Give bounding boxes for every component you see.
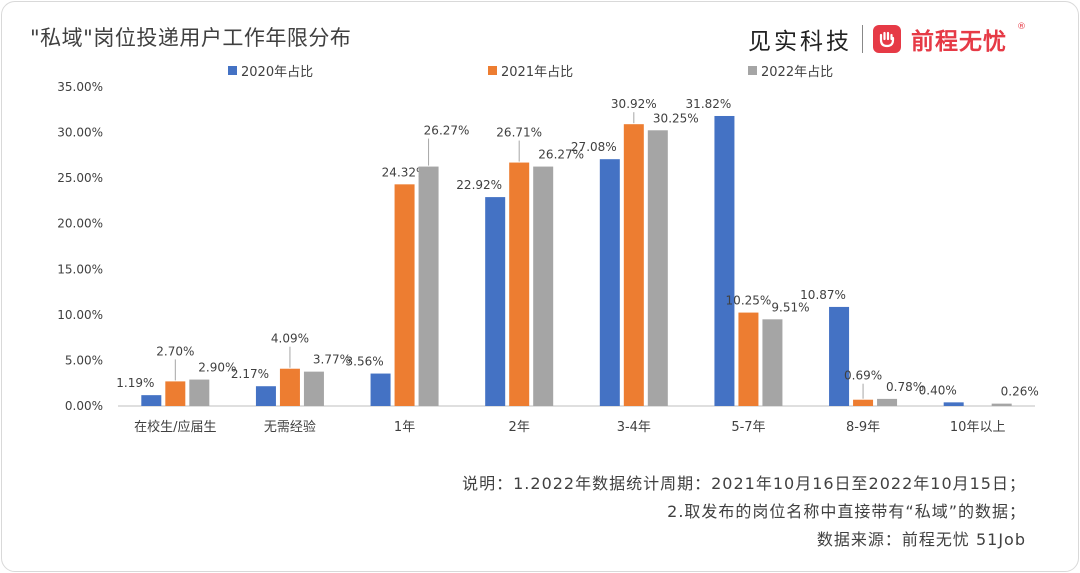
note-line-1: 说明：1.2022年数据统计周期：2021年10月16日至2022年10月15日… bbox=[462, 474, 1026, 493]
bar-2021-2 bbox=[394, 184, 415, 406]
data-label: 27.08% bbox=[571, 140, 617, 154]
bar-2021-4 bbox=[623, 124, 644, 407]
data-label: 2.90% bbox=[198, 361, 236, 375]
bar-2020-2 bbox=[370, 373, 391, 406]
chart-notes: 说明：1.2022年数据统计周期：2021年10月16日至2022年10月15日… bbox=[462, 470, 1026, 554]
data-label: 2.17% bbox=[231, 367, 269, 381]
data-label: 4.09% bbox=[271, 332, 309, 346]
data-label: 30.25% bbox=[653, 111, 699, 125]
y-tick-label: 15.00% bbox=[57, 262, 103, 276]
y-tick-label: 30.00% bbox=[57, 126, 103, 140]
bar-2020-7 bbox=[943, 402, 964, 406]
data-label: 24.32% bbox=[382, 165, 428, 179]
data-label: 26.27% bbox=[538, 148, 584, 162]
bar-2021-1 bbox=[279, 368, 300, 406]
x-tick-label: 10年以上 bbox=[950, 420, 1006, 435]
brand-jianshi: 见实科技 bbox=[748, 29, 852, 55]
data-label: 10.87% bbox=[800, 288, 846, 302]
bar-2021-6 bbox=[853, 399, 874, 406]
x-tick-label: 在校生/应届生 bbox=[134, 419, 216, 435]
y-tick-label: 0.00% bbox=[65, 399, 103, 413]
legend-label-2022: 2022年占比 bbox=[761, 65, 834, 80]
bar-2021-5 bbox=[738, 312, 759, 406]
x-tick-label: 3-4年 bbox=[617, 420, 651, 435]
x-tick-label: 2年 bbox=[509, 420, 530, 435]
bar-2022-7 bbox=[991, 403, 1012, 406]
y-tick-label: 20.00% bbox=[57, 217, 103, 231]
legend-label-2021: 2021年占比 bbox=[501, 65, 574, 80]
bar-2021-0 bbox=[165, 381, 186, 406]
y-tick-label: 5.00% bbox=[65, 353, 103, 367]
legend-item-2022: 2022年占比 bbox=[748, 61, 833, 80]
bar-2020-4 bbox=[599, 159, 620, 406]
bar-2020-5 bbox=[714, 115, 735, 406]
y-tick-label: 10.00% bbox=[57, 308, 103, 322]
bar-2020-3 bbox=[485, 197, 506, 406]
bar-2020-1 bbox=[255, 386, 276, 406]
y-tick-label: 25.00% bbox=[57, 171, 103, 185]
legend-item-2020: 2020年占比 bbox=[228, 61, 313, 80]
legend-swatch-2020 bbox=[228, 66, 237, 75]
data-label: 10.25% bbox=[726, 294, 772, 308]
legend-label-2020: 2020年占比 bbox=[241, 65, 314, 80]
bar-2022-5 bbox=[762, 319, 783, 406]
note-line-3: 数据来源：前程无忧 51Job bbox=[816, 530, 1026, 549]
x-tick-label: 5-7年 bbox=[731, 420, 765, 435]
x-tick-label: 1年 bbox=[394, 420, 415, 435]
note-line-2: 2.取发布的岗位名称中直接带有“私域”的数据； bbox=[667, 502, 1026, 521]
bar-2022-1 bbox=[303, 371, 324, 406]
bar-2020-6 bbox=[829, 306, 850, 406]
data-label: 30.92% bbox=[611, 97, 657, 111]
data-label: 26.71% bbox=[496, 126, 542, 140]
brand-logos: 见实科技 前程无忧 ® bbox=[748, 22, 1026, 56]
bar-2022-2 bbox=[418, 166, 439, 406]
data-label: 0.26% bbox=[1001, 385, 1039, 399]
brand-51job: 前程无忧 bbox=[911, 29, 1007, 55]
bar-2021-3 bbox=[509, 162, 530, 406]
hand-logo-icon bbox=[873, 25, 901, 53]
data-label: 2.70% bbox=[156, 344, 194, 358]
bar-2020-0 bbox=[141, 395, 162, 406]
bar-2022-3 bbox=[533, 166, 554, 406]
chart-title: "私域"岗位投递用户工作年限分布 bbox=[30, 26, 352, 50]
legend-item-2021: 2021年占比 bbox=[488, 61, 573, 80]
bar-2022-4 bbox=[647, 130, 668, 407]
bar-2022-0 bbox=[189, 379, 210, 406]
data-label: 22.92% bbox=[456, 178, 502, 192]
legend-swatch-2022 bbox=[748, 66, 757, 75]
data-label: 3.77% bbox=[313, 353, 351, 367]
chart-legend: 2020年占比 2021年占比 2022年占比 bbox=[0, 61, 1080, 80]
data-label: 31.82% bbox=[686, 97, 732, 111]
data-label: 0.78% bbox=[886, 380, 924, 394]
bar-2022-6 bbox=[877, 398, 898, 406]
x-tick-label: 无需经验 bbox=[264, 419, 316, 435]
registered-mark: ® bbox=[1017, 22, 1026, 32]
data-label: 9.51% bbox=[771, 300, 809, 314]
brand-divider bbox=[862, 25, 863, 53]
x-tick-label: 8-9年 bbox=[846, 420, 880, 435]
y-tick-label: 35.00% bbox=[57, 80, 103, 94]
data-label: 0.69% bbox=[844, 369, 882, 383]
data-label: 3.56% bbox=[346, 355, 384, 369]
data-label: 0.40% bbox=[919, 383, 957, 397]
data-label: 26.27% bbox=[424, 124, 470, 138]
data-label: 1.19% bbox=[116, 376, 154, 390]
legend-swatch-2021 bbox=[488, 66, 497, 75]
